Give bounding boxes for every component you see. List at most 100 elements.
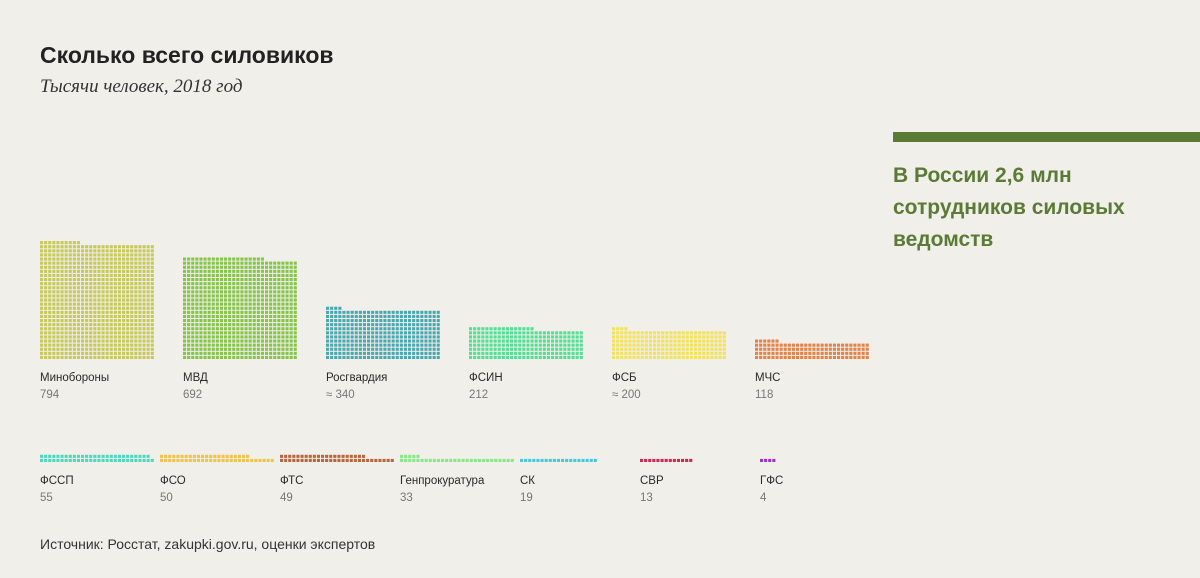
category-label: ГФС — [760, 475, 783, 487]
dot — [60, 454, 64, 458]
dot — [342, 331, 346, 335]
dot — [281, 339, 285, 343]
dot — [832, 351, 836, 355]
dot — [101, 310, 105, 314]
dot — [256, 282, 260, 286]
dot — [334, 310, 338, 314]
dot — [56, 347, 60, 351]
dot — [48, 335, 52, 339]
dot — [371, 355, 375, 359]
dot — [252, 257, 256, 261]
dot — [661, 335, 665, 339]
dot — [824, 347, 828, 351]
dot — [40, 241, 44, 245]
dot — [117, 294, 121, 298]
dot — [219, 310, 223, 314]
dot — [199, 286, 203, 290]
dot — [657, 339, 661, 343]
dot — [260, 355, 264, 359]
dot — [387, 331, 391, 335]
dot — [341, 458, 345, 462]
dot — [382, 458, 386, 462]
dot — [81, 257, 85, 261]
dot — [559, 351, 563, 355]
dot — [48, 302, 52, 306]
dot — [616, 331, 620, 335]
dot — [265, 327, 269, 331]
dot — [60, 241, 64, 245]
dot — [56, 339, 60, 343]
dot — [346, 319, 350, 323]
dot — [285, 306, 289, 310]
source-note: Источник: Росстат, zakupki.gov.ru, оценк… — [40, 536, 376, 552]
dot — [232, 335, 236, 339]
dot — [265, 335, 269, 339]
dot — [354, 343, 358, 347]
dot — [93, 282, 97, 286]
dot — [105, 253, 109, 257]
dot — [146, 257, 150, 261]
dot — [342, 319, 346, 323]
dot — [857, 347, 861, 351]
dot — [138, 261, 142, 265]
dot — [367, 310, 371, 314]
dot — [768, 458, 772, 462]
dot — [52, 241, 56, 245]
dot — [416, 339, 420, 343]
dot — [130, 335, 134, 339]
dot — [281, 331, 285, 335]
dot — [97, 355, 101, 359]
dot — [76, 273, 80, 277]
dot — [673, 351, 677, 355]
dot — [771, 355, 775, 359]
dot — [428, 310, 432, 314]
dot — [142, 458, 146, 462]
dot — [710, 343, 714, 347]
dot — [567, 331, 571, 335]
dot — [126, 454, 130, 458]
dot — [236, 273, 240, 277]
dot — [228, 294, 232, 298]
dot — [540, 458, 544, 462]
dot — [689, 347, 693, 351]
dot — [52, 347, 56, 351]
dot — [233, 458, 237, 462]
dot — [146, 351, 150, 355]
dot — [232, 347, 236, 351]
dot — [56, 314, 60, 318]
dot — [428, 339, 432, 343]
dot — [93, 249, 97, 253]
dot — [694, 331, 698, 335]
dot — [632, 343, 636, 347]
dot — [117, 306, 121, 310]
dot — [277, 294, 281, 298]
dot — [64, 290, 68, 294]
dot — [689, 331, 693, 335]
dot — [493, 335, 497, 339]
dot — [76, 327, 80, 331]
dot — [199, 257, 203, 261]
dot — [81, 273, 85, 277]
dot — [333, 458, 337, 462]
dot — [117, 282, 121, 286]
dot — [362, 319, 366, 323]
dot — [661, 355, 665, 359]
dot — [374, 458, 378, 462]
dot — [338, 343, 342, 347]
dot — [72, 241, 76, 245]
dot — [117, 319, 121, 323]
dot — [228, 323, 232, 327]
dot — [56, 327, 60, 331]
dot — [828, 347, 832, 351]
dot — [518, 355, 522, 359]
dot — [694, 339, 698, 343]
dot — [85, 278, 89, 282]
dot — [269, 261, 273, 265]
dot — [60, 343, 64, 347]
dot — [399, 323, 403, 327]
dot — [122, 310, 126, 314]
dot — [334, 351, 338, 355]
dot — [183, 306, 187, 310]
dot — [48, 331, 52, 335]
dot — [755, 343, 759, 347]
